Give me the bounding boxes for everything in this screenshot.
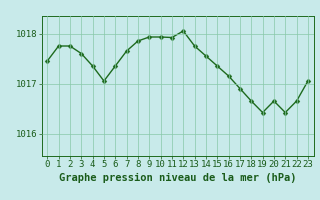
X-axis label: Graphe pression niveau de la mer (hPa): Graphe pression niveau de la mer (hPa)	[59, 173, 296, 183]
